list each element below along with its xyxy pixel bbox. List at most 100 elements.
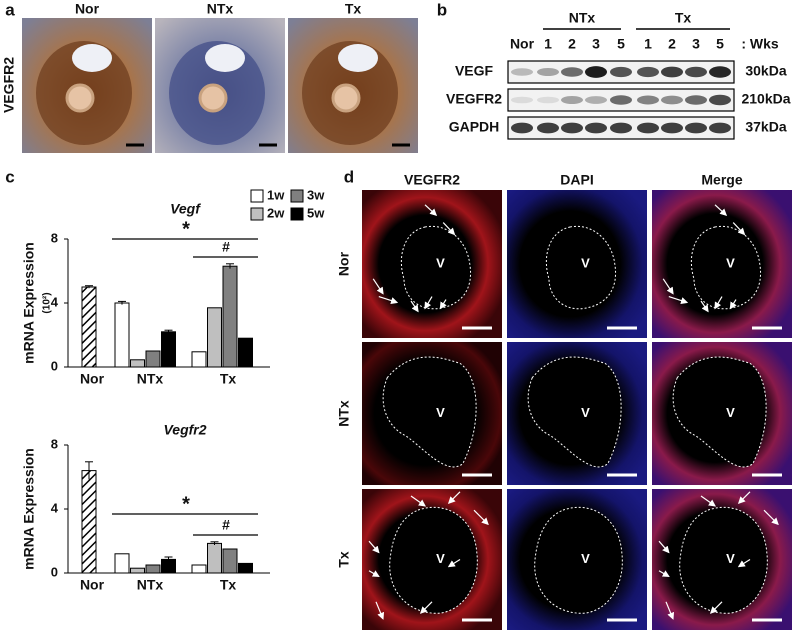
size-label: 37kDa [745,119,786,135]
bar [191,351,207,368]
protein-label: GAPDH [449,119,500,135]
arrow [447,558,461,568]
legend-label: 2w [267,205,285,220]
chart-title: Vegf [170,201,201,217]
bar [222,548,238,574]
oocyte [65,83,95,113]
bar [207,542,222,574]
x-tick-label: Tx [220,577,237,593]
row-label: Nor [336,251,352,276]
y-tick-label: 8 [51,230,58,245]
bar [222,265,238,368]
significance-mark: # [222,517,230,533]
arrow [368,540,380,554]
row-label: Tx [336,551,352,568]
lane-label: 5 [716,36,724,52]
band [637,66,659,78]
arrow [737,491,751,504]
arrow [372,278,384,295]
bar [145,564,161,574]
group-label: NTx [569,10,596,26]
band [685,66,707,78]
panel-label: b [437,0,447,19]
vessel-outline [672,356,767,468]
y-axis-unit: (10²) [42,292,53,313]
x-tick-label: Tx [220,371,237,387]
x-tick-label: Nor [80,371,105,387]
arrow [665,601,675,620]
band [685,95,707,105]
legend-swatch [250,207,264,221]
column-label: Tx [345,1,362,17]
protein-label: VEGFR2 [446,91,502,107]
band [637,122,659,134]
bar [114,553,130,574]
column-label: VEGFR2 [404,172,460,188]
vessel-outline [382,356,477,468]
arrow [658,570,670,578]
band [585,66,607,78]
vessel-outline [527,356,622,468]
y-axis-label: mRNA Expression [21,448,37,570]
arrow [368,570,380,578]
arrow [668,295,689,305]
lane-label: 3 [592,36,600,52]
arrow [658,540,670,554]
vessel-label: V [581,405,590,420]
arrow [700,300,709,313]
vessel-label: V [436,551,445,566]
arrow [378,295,399,305]
column-label: DAPI [560,172,593,188]
bar [238,337,253,368]
significance-mark: * [182,493,190,515]
y-tick-label: 8 [51,436,58,451]
vessel-label: V [436,255,445,270]
panel-label: c [5,167,14,186]
arrow [714,296,723,310]
lane-label: 2 [668,36,676,52]
arrow [424,204,438,216]
x-tick-label: NTx [137,577,164,593]
bar [191,564,207,574]
lane-label: 3 [692,36,700,52]
lane-label: 5 [617,36,625,52]
band [610,66,632,78]
vessel-outline [389,506,478,614]
vessel-outline [534,506,623,614]
vessel-outline [690,225,762,310]
antrum [338,44,378,72]
lane-label: 1 [644,36,652,52]
band [610,95,632,105]
bar [145,350,161,368]
column-label: NTx [207,1,234,17]
y-tick-label: 0 [51,564,58,579]
legend-swatch [290,207,304,221]
arrow [424,296,433,310]
arrow [473,509,489,526]
y-tick-label: 0 [51,358,58,373]
band [585,96,607,104]
vessel-label: V [726,551,735,566]
oocyte [331,83,361,113]
vessel-outline [679,506,768,614]
row-label: NTx [336,400,352,427]
band [610,122,632,134]
x-tick-label: NTx [137,371,164,387]
band [537,122,559,134]
legend-label: 3w [307,187,325,202]
arrow [442,222,456,236]
legend-label: 1w [267,187,285,202]
vessel-label: V [726,255,735,270]
vessel-label: V [581,551,590,566]
arrow [662,278,674,295]
protein-label: VEGF [455,63,494,79]
arrow [763,509,779,526]
arrow [737,558,751,568]
band [511,68,533,76]
antrum [205,44,245,72]
y-tick-label: 4 [51,500,59,515]
vessel-label: V [436,405,445,420]
arrow [700,495,716,507]
lane-label: 1 [544,36,552,52]
